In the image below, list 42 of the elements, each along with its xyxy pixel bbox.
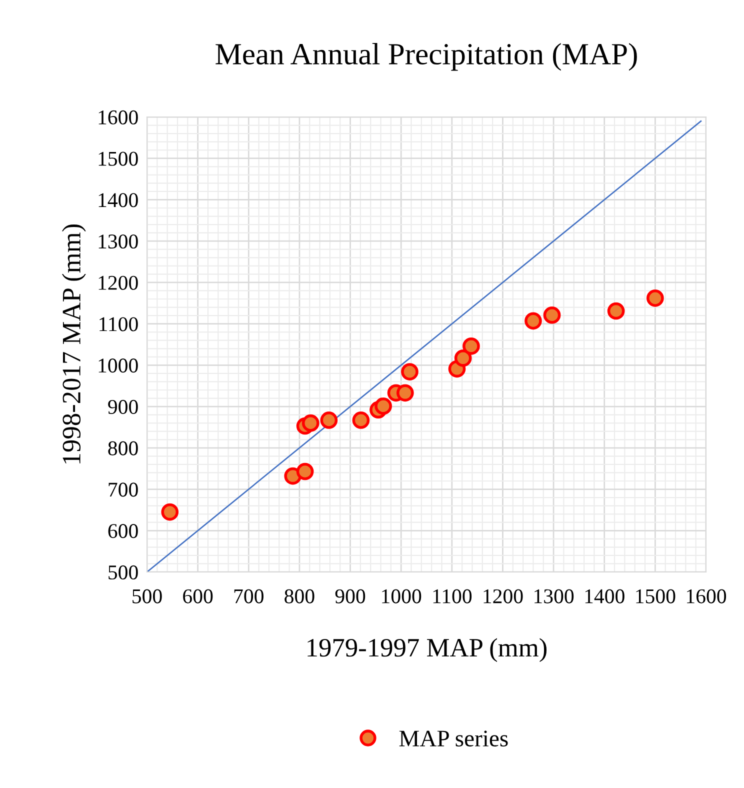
x-tick-label: 900 xyxy=(335,589,366,604)
x-axis-title: 1979-1997 MAP (mm) xyxy=(308,638,547,662)
y-tick-label: 900 xyxy=(108,400,138,414)
x-tick-label: 1200 xyxy=(484,589,523,604)
y-axis-title: 1998-2017 MAP (mm) xyxy=(62,224,86,464)
point xyxy=(462,337,480,355)
x-tick-label: 800 xyxy=(284,589,314,604)
legend-label: MAP series xyxy=(399,730,508,747)
y-tick-label: 500 xyxy=(108,565,138,580)
point xyxy=(320,412,338,429)
x-tick-label: 700 xyxy=(234,589,264,604)
point xyxy=(296,462,314,480)
x-tick-label: 1500 xyxy=(636,589,676,604)
y-tick-label: 1000 xyxy=(98,358,138,373)
point xyxy=(454,349,472,367)
y-tick-label: 1100 xyxy=(100,317,138,332)
x-tick-label: 1000 xyxy=(382,589,422,604)
x-tick-label: 1400 xyxy=(585,589,624,604)
point xyxy=(401,363,418,380)
point xyxy=(352,412,370,429)
x-tick-label: 1300 xyxy=(534,589,574,604)
point xyxy=(396,384,414,402)
point xyxy=(374,397,392,415)
y-tick-label: 1500 xyxy=(98,152,138,166)
y-tick-label: 1300 xyxy=(98,234,138,249)
y-tick-label: 1200 xyxy=(98,276,138,290)
y-tick-label: 700 xyxy=(108,482,138,497)
point xyxy=(524,312,542,330)
chart-title: Mean Annual Precipitation (MAP) xyxy=(216,43,637,71)
x-tick-label: 500 xyxy=(132,589,162,604)
point xyxy=(161,503,179,521)
point xyxy=(646,290,664,307)
x-tick-label: 1600 xyxy=(687,589,726,604)
y-tick-label: 800 xyxy=(108,441,138,456)
x-tick-label: 600 xyxy=(183,589,213,604)
x-tick-label: 1100 xyxy=(433,589,472,604)
y-tick-label: 600 xyxy=(108,524,138,538)
point xyxy=(302,414,320,432)
y-tick-label: 1400 xyxy=(98,193,138,208)
point xyxy=(543,306,561,324)
y-tick-label: 1600 xyxy=(98,110,138,124)
point xyxy=(607,302,625,320)
